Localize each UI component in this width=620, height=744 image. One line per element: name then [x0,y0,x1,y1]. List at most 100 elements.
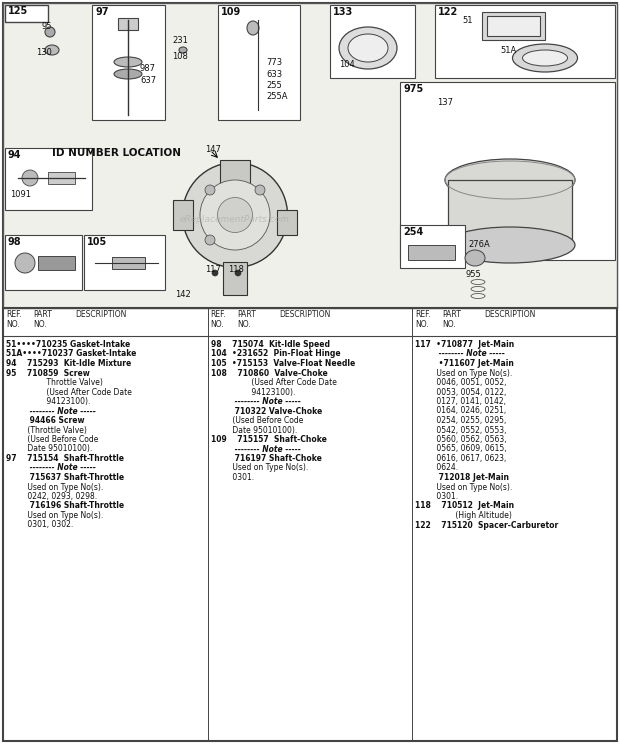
Text: 255A: 255A [266,92,288,101]
Bar [173,200,193,230]
Text: 0624.: 0624. [415,464,458,472]
Text: 0542, 0552, 0553,: 0542, 0552, 0553, [415,426,507,434]
Text: (Used Before Code: (Used Before Code [6,435,99,444]
Ellipse shape [513,44,577,72]
Text: 51••••710235 Gasket-Intake: 51••••710235 Gasket-Intake [6,340,130,349]
Text: 94    715293  Kit-Idle Mixture: 94 715293 Kit-Idle Mixture [6,359,131,368]
Text: Used on Type No(s).: Used on Type No(s). [211,464,308,472]
Bar [84,235,165,290]
Text: 98: 98 [8,237,22,247]
Bar [92,5,165,120]
Circle shape [255,185,265,195]
Ellipse shape [182,162,288,268]
Text: Throttle Valve): Throttle Valve) [6,378,103,387]
Text: ID NUMBER LOCATION: ID NUMBER LOCATION [52,148,181,158]
Text: DESCRIPTION: DESCRIPTION [484,310,536,319]
Circle shape [205,235,215,245]
Text: 122    715120  Spacer-Carburetor: 122 715120 Spacer-Carburetor [415,521,559,530]
Text: Used on Type No(s).: Used on Type No(s). [415,368,513,377]
Text: (High Altitude): (High Altitude) [415,511,512,520]
Text: 254: 254 [403,227,423,237]
Text: -------- Note -----: -------- Note ----- [415,350,505,359]
Text: 975: 975 [403,84,423,94]
Bar [218,5,300,120]
Text: eReplacementParts.com: eReplacementParts.com [180,216,290,225]
Text: 95: 95 [42,22,53,31]
Text: Used on Type No(s).: Used on Type No(s). [6,511,104,520]
Text: REF.
NO.: REF. NO. [6,310,22,330]
Text: 0164, 0246, 0251,: 0164, 0246, 0251, [415,406,507,415]
Text: 104: 104 [339,60,355,69]
Text: Date 95010100).: Date 95010100). [211,426,297,434]
Text: -------- Note -----: -------- Note ----- [211,397,301,406]
Text: 105: 105 [87,237,107,247]
Text: 51A: 51A [500,46,516,55]
Ellipse shape [247,21,259,35]
Ellipse shape [200,180,270,250]
Text: •711607 Jet-Main: •711607 Jet-Main [415,359,514,368]
Text: 137: 137 [437,98,453,107]
Text: 94123100).: 94123100). [211,388,295,397]
Text: 0301, 0302.: 0301, 0302. [6,521,73,530]
Text: 0616, 0617, 0623,: 0616, 0617, 0623, [415,454,507,463]
Bar [448,180,572,245]
Text: -------- Note -----: -------- Note ----- [211,444,301,454]
Text: -------- Note -----: -------- Note ----- [6,406,96,415]
Bar [400,82,615,260]
Circle shape [22,170,38,186]
Text: 231: 231 [172,36,188,45]
Bar [400,225,465,268]
Text: 0301.: 0301. [211,473,254,482]
Ellipse shape [45,45,59,55]
Ellipse shape [523,50,567,66]
Text: 122: 122 [438,7,458,17]
Circle shape [15,253,35,273]
Text: PART
NO.: PART NO. [33,310,52,330]
Text: DESCRIPTION: DESCRIPTION [75,310,126,319]
Text: 0560, 0562, 0563,: 0560, 0562, 0563, [415,435,507,444]
Bar [118,18,138,30]
Text: 97: 97 [95,7,108,17]
Bar [220,160,250,185]
Text: 130: 130 [36,48,52,57]
Text: 109    715157  Shaft-Choke: 109 715157 Shaft-Choke [211,435,327,444]
Bar [408,245,455,260]
Circle shape [205,185,215,195]
Text: (Used After Code Date: (Used After Code Date [211,378,337,387]
Text: 0127, 0141, 0142,: 0127, 0141, 0142, [415,397,507,406]
Text: PART
NO.: PART NO. [442,310,461,330]
Text: 710322 Valve-Choke: 710322 Valve-Choke [211,406,322,415]
Bar [277,210,297,235]
Text: 142: 142 [175,290,191,299]
Text: 109: 109 [221,7,241,17]
Circle shape [212,270,218,276]
Text: 0046, 0051, 0052,: 0046, 0051, 0052, [415,378,507,387]
Text: Used on Type No(s).: Used on Type No(s). [415,483,513,492]
Ellipse shape [348,34,388,62]
Ellipse shape [218,197,252,232]
Bar [482,12,545,40]
Text: 94466 Screw: 94466 Screw [6,416,84,425]
Text: 633: 633 [266,70,282,79]
Text: 94123100).: 94123100). [6,397,91,406]
Ellipse shape [179,47,187,53]
Text: 125: 125 [8,6,29,16]
Bar [487,16,540,36]
Text: -------- Note -----: -------- Note ----- [6,464,96,472]
Text: 773: 773 [266,58,282,67]
Text: Date 95010100).: Date 95010100). [6,444,92,454]
Text: 987: 987 [140,64,156,73]
Text: 133: 133 [333,7,353,17]
Text: REF.
NO.: REF. NO. [211,310,226,330]
Text: 104  •231652  Pin-Float Hinge: 104 •231652 Pin-Float Hinge [211,350,340,359]
Text: 0301.: 0301. [415,492,458,501]
Text: 955: 955 [466,270,482,279]
Text: 276A: 276A [468,240,490,249]
Text: 108    710860  Valve-Choke: 108 710860 Valve-Choke [211,368,327,377]
Text: 51: 51 [462,16,472,25]
Bar [223,262,247,295]
Text: 0565, 0609, 0615,: 0565, 0609, 0615, [415,444,507,454]
Bar [5,235,82,290]
Bar [3,3,617,308]
Text: (Used Before Code: (Used Before Code [211,416,303,425]
